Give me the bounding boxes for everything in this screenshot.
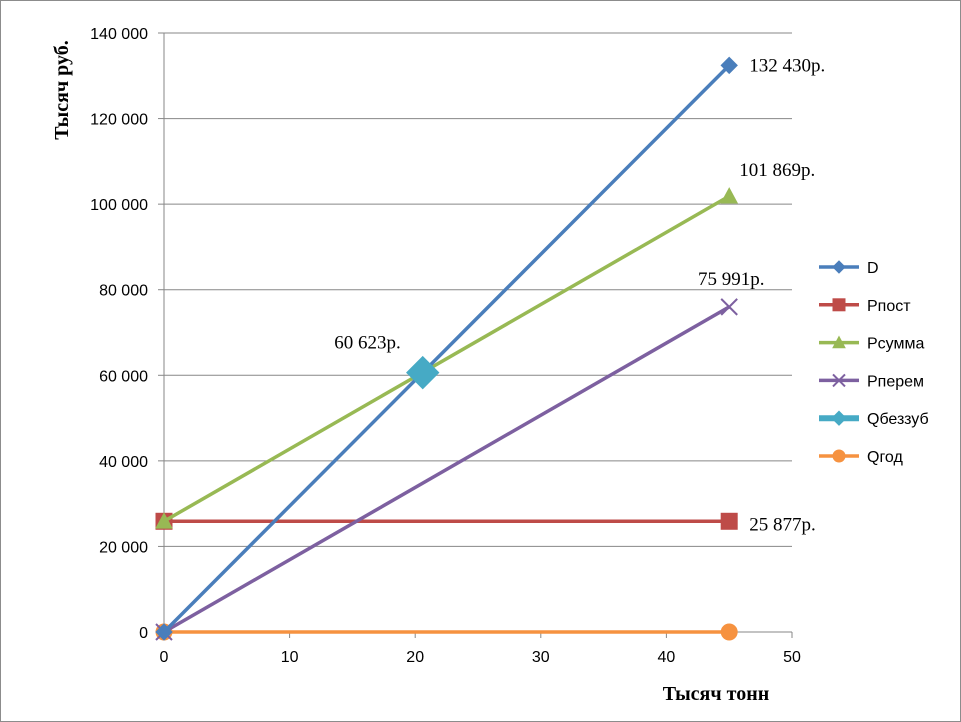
x-tick-label: 30 <box>532 649 550 666</box>
data-label: 60 623р. <box>334 333 401 354</box>
data-point <box>155 623 173 641</box>
y-tick-label: 40 000 <box>99 454 148 471</box>
x-axis-title: Тысяч тонн <box>663 683 770 705</box>
series-d <box>155 56 738 641</box>
data-point <box>720 623 738 641</box>
data-point <box>720 298 738 316</box>
legend-marker <box>832 260 846 274</box>
y-tick-label: 80 000 <box>99 283 148 300</box>
legend-marker <box>832 335 846 349</box>
data-point <box>720 56 738 75</box>
series-qбеззуб <box>406 355 440 390</box>
legend-label: Рсумма <box>867 336 924 353</box>
legend-label: Рпост <box>867 298 911 315</box>
y-tick-label: 20 000 <box>99 539 148 556</box>
y-tick-label: 100 000 <box>90 197 148 214</box>
y-axis-title: Тысяч руб. <box>51 40 73 140</box>
series-line <box>162 64 731 634</box>
x-tick-label: 40 <box>658 649 676 666</box>
y-tick-label: 60 000 <box>99 368 148 385</box>
legend-marker <box>831 410 847 426</box>
legend-label: D <box>867 260 879 277</box>
legend-item <box>819 260 859 274</box>
legend-label: Qбеззуб <box>867 411 929 428</box>
legend-item <box>819 449 859 463</box>
legend-marker <box>832 298 846 312</box>
legend <box>819 260 859 463</box>
data-label: 75 991р. <box>698 269 765 290</box>
data-label: 25 877р. <box>749 514 816 535</box>
data-label: 132 430р. <box>749 55 825 76</box>
series-line <box>163 194 731 523</box>
y-tick-label: 120 000 <box>90 112 148 129</box>
data-point <box>720 187 739 204</box>
data-point <box>406 355 440 390</box>
legend-item <box>819 298 859 312</box>
series-рпост <box>155 512 738 530</box>
y-tick-label: 140 000 <box>90 26 148 43</box>
x-tick-label: 50 <box>783 649 801 666</box>
data-point <box>155 512 173 529</box>
series-line <box>163 305 731 634</box>
legend-marker <box>832 449 846 463</box>
legend-marker <box>832 373 846 388</box>
data-label: 101 869р. <box>739 160 815 181</box>
x-tick-label: 10 <box>281 649 299 666</box>
legend-item <box>819 373 859 388</box>
legend-item <box>819 410 859 426</box>
marker-stroke <box>832 373 846 388</box>
series-qгод <box>155 623 738 641</box>
legend-label: Qгод <box>867 449 903 466</box>
y-tick-label: 0 <box>139 625 148 642</box>
legend-item <box>819 335 859 349</box>
legend-label: Рперем <box>867 373 924 390</box>
x-tick-label: 0 <box>160 649 169 666</box>
x-tick-label: 20 <box>406 649 424 666</box>
data-point <box>720 512 738 530</box>
marker-stroke <box>720 298 738 316</box>
series-рсумма <box>155 187 739 529</box>
